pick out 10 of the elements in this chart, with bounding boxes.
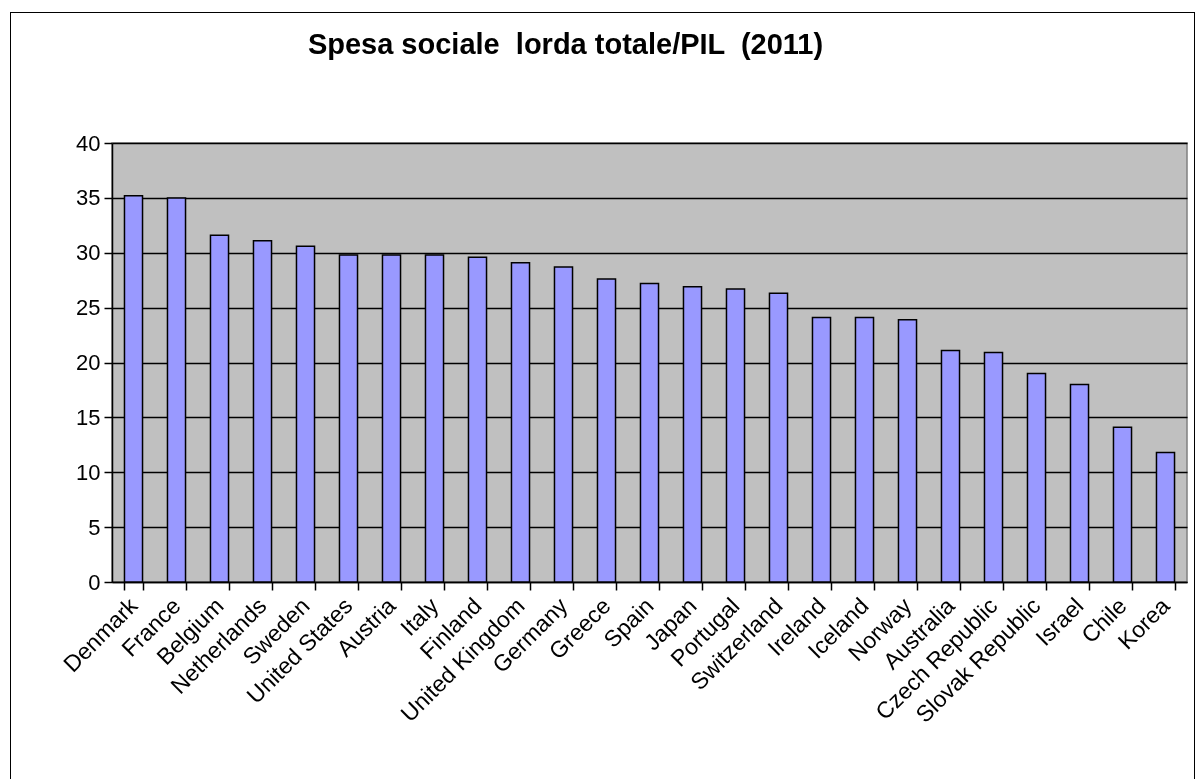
y-tick-label: 10 <box>76 459 101 485</box>
chart-title: Spesa sociale lorda totale/PIL (2011) <box>307 28 824 60</box>
y-tick-label: 0 <box>88 569 101 595</box>
y-tick-label: 40 <box>76 130 101 156</box>
y-tick-label: 35 <box>76 185 101 211</box>
y-tick-label: 30 <box>76 240 101 266</box>
y-tick-label: 5 <box>88 514 101 540</box>
y-tick-label: 15 <box>76 404 101 430</box>
y-tick-label: 20 <box>76 350 101 375</box>
y-tick-label: 25 <box>76 295 101 321</box>
